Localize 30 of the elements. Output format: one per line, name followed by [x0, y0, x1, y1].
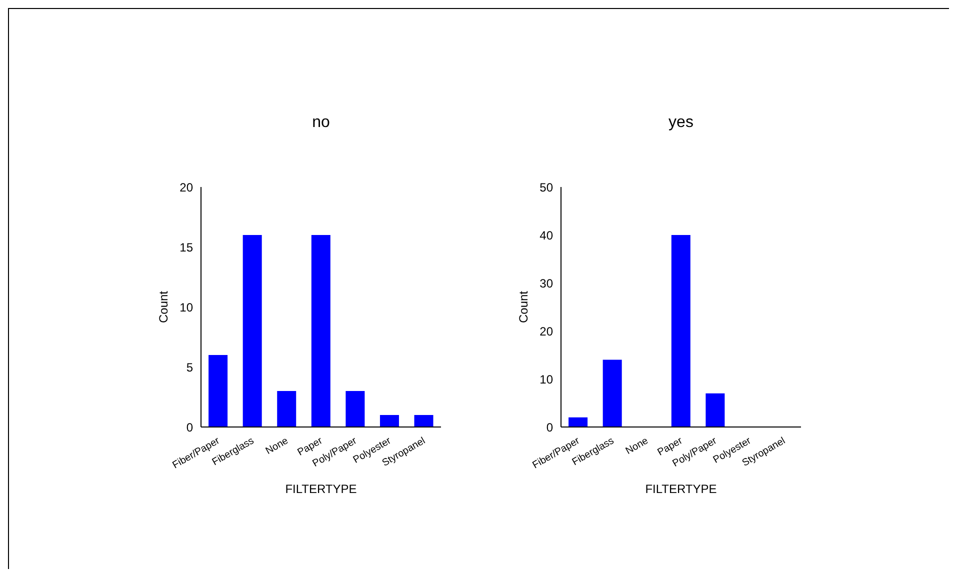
y-axis-title: Count: [516, 290, 530, 324]
chart-title: yes: [668, 114, 694, 132]
x-tick-label: None: [624, 435, 651, 458]
x-axis-title: FILTERTYPE: [285, 482, 357, 496]
y-tick-label: 20: [180, 180, 194, 194]
y-tick-label: 15: [180, 240, 194, 254]
y-axis-title: Count: [156, 290, 170, 324]
y-tick-label: 5: [186, 360, 194, 374]
bar: [277, 391, 296, 427]
chart-title: no: [311, 114, 331, 132]
bar: [706, 393, 725, 427]
bar: [346, 391, 365, 427]
bar: [311, 235, 330, 427]
x-tick-label: None: [264, 435, 291, 458]
bar: [671, 235, 690, 427]
y-tick-label: 0: [546, 420, 554, 434]
bar: [602, 360, 622, 427]
bar: [414, 415, 434, 427]
y-tick-label: 10: [180, 300, 194, 314]
bar: [380, 415, 399, 427]
y-tick-label: 10: [540, 372, 554, 386]
y-tick-label: 20: [540, 324, 554, 338]
y-tick-label: 50: [540, 180, 554, 194]
y-tick-label: 0: [186, 420, 194, 434]
x-axis-title: FILTERTYPE: [645, 482, 717, 496]
bar: [208, 355, 228, 427]
bar: [242, 235, 262, 427]
y-tick-label: 30: [540, 276, 554, 290]
bar: [568, 417, 588, 427]
y-tick-label: 40: [540, 228, 554, 242]
